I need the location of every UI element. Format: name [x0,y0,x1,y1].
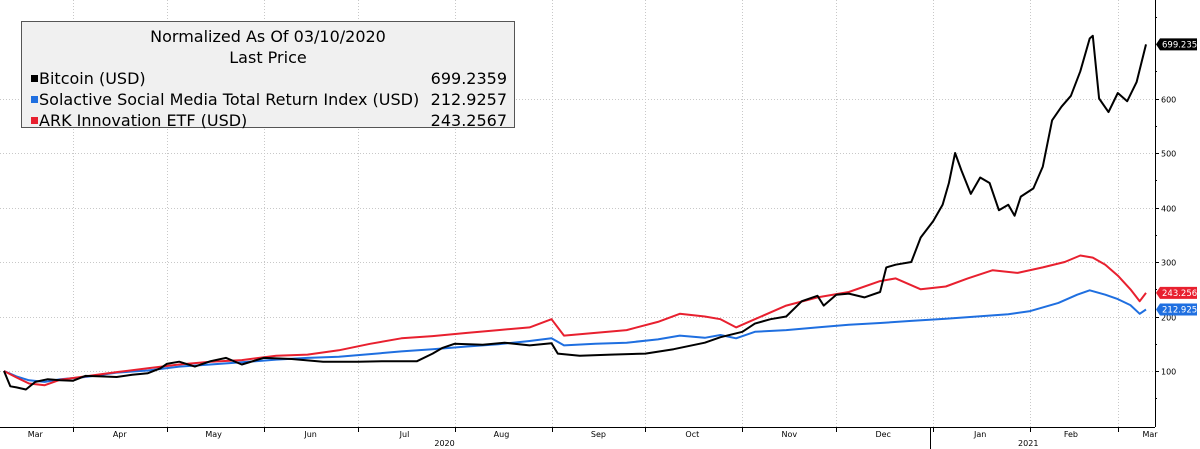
series-line-solactive [3,289,1147,383]
y-tick-label: 400 [1161,205,1176,214]
y-tick-label: 200 [1161,314,1176,323]
x-month-label: Oct [685,430,699,439]
x-month-label: Jul [399,430,410,439]
last-price-tag-label: 699.2359 [1162,40,1200,50]
last-price-tag-box [1156,303,1197,316]
legend-label-bitcoin: Bitcoin (USD) [39,69,146,88]
y-tick-label: 300 [1161,259,1176,268]
x-month-label: Feb [1064,430,1078,439]
y-tick-label: 100 [1161,368,1176,377]
x-month-label: Jan [973,430,986,439]
x-year-label: 2021 [1018,439,1038,448]
legend-value-ark: 243.2567 [430,111,507,130]
series-line-ark [3,254,1147,387]
legend-swatch-ark [31,117,38,124]
chart-legend: Normalized As Of 03/10/2020 Last Price B… [21,21,515,131]
last-price-tag-box [1156,38,1197,51]
x-month-label: May [205,430,222,439]
last-price-tag-label: 212.9257 [1162,305,1200,315]
x-month-label: Aug [494,430,510,439]
x-month-label: Jun [303,430,317,439]
x-month-label: Mar [1142,430,1158,439]
last-price-tag-box [1156,286,1197,299]
last-price-tag-label: 243.2567 [1162,289,1200,299]
legend-swatch-bitcoin [31,75,38,82]
x-month-label: Nov [782,430,798,439]
last-price-tag-bitcoin: 699.2359 [1156,38,1200,51]
x-month-label: Mar [28,430,44,439]
series-lines [3,34,1147,391]
legend-title: Normalized As Of 03/10/2020 [150,27,386,46]
legend-value-bitcoin: 699.2359 [430,69,507,88]
last-price-tags: 699.2359 212.9257 243.2567 [1156,38,1200,316]
legend-label-ark: ARK Innovation ETF (USD) [39,111,248,130]
last-price-tag-solactive: 212.9257 [1156,303,1200,316]
legend-value-solactive: 212.9257 [430,90,507,109]
legend-entry-ark: ARK Innovation ETF (USD) 243.2567 [22,110,514,131]
legend-subtitle: Last Price [229,48,307,67]
legend-entry-bitcoin: Bitcoin (USD) 699.2359 [22,68,514,89]
y-tick-label: 500 [1161,150,1176,159]
last-price-tag-ark: 243.2567 [1156,286,1200,299]
series-line-bitcoin [3,34,1147,391]
legend-entry-solactive: Solactive Social Media Total Return Inde… [22,89,514,110]
legend-label-solactive: Solactive Social Media Total Return Inde… [39,90,420,109]
x-month-label: Dec [875,430,890,439]
x-month-label: Apr [113,430,128,439]
y-tick-label: 600 [1161,96,1176,105]
x-year-label: 2020 [434,439,454,448]
legend-swatch-solactive [31,96,38,103]
x-month-label: Sep [591,430,606,439]
